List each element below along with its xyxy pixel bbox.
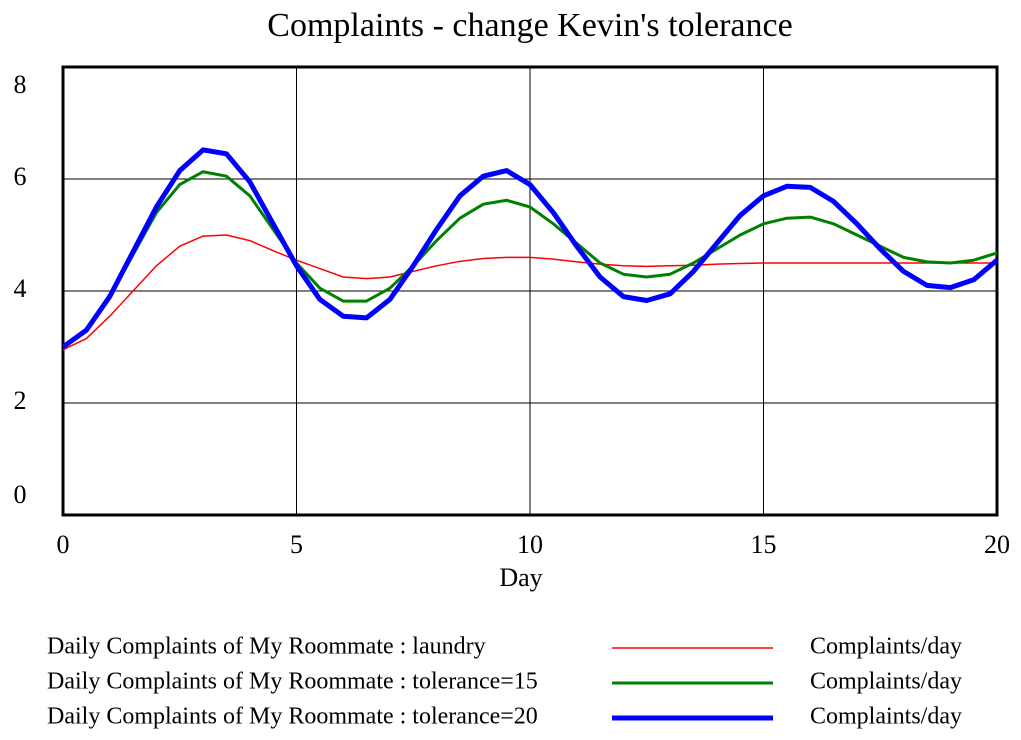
y-tick-label: 0 [14, 480, 27, 509]
x-axis-label: Day [499, 563, 542, 592]
legend-label: Daily Complaints of My Roommate : tolera… [47, 704, 538, 730]
plot-border [61, 65, 999, 517]
y-tick-label: 4 [14, 274, 27, 303]
legend-units: Complaints/day [810, 634, 962, 660]
legend-label: Daily Complaints of My Roommate : tolera… [47, 669, 538, 695]
series-line [62, 234, 997, 351]
x-tick-label: 0 [57, 530, 70, 559]
chart-title: Complaints - change Kevin's tolerance [267, 7, 792, 44]
x-tick-label: 15 [751, 530, 777, 559]
y-tick-label: 6 [14, 162, 27, 191]
series-line [62, 170, 998, 349]
legend-units: Complaints/day [810, 704, 962, 730]
legend-units: Complaints/day [810, 669, 962, 695]
x-tick-label: 10 [517, 530, 543, 559]
legend-label: Daily Complaints of My Roommate : laundr… [47, 634, 486, 660]
x-tick-label: 5 [290, 530, 303, 559]
y-tick-label: 2 [14, 386, 27, 415]
series-line [61, 147, 999, 350]
x-tick-label: 20 [984, 530, 1010, 559]
y-tick-label: 8 [14, 70, 27, 99]
